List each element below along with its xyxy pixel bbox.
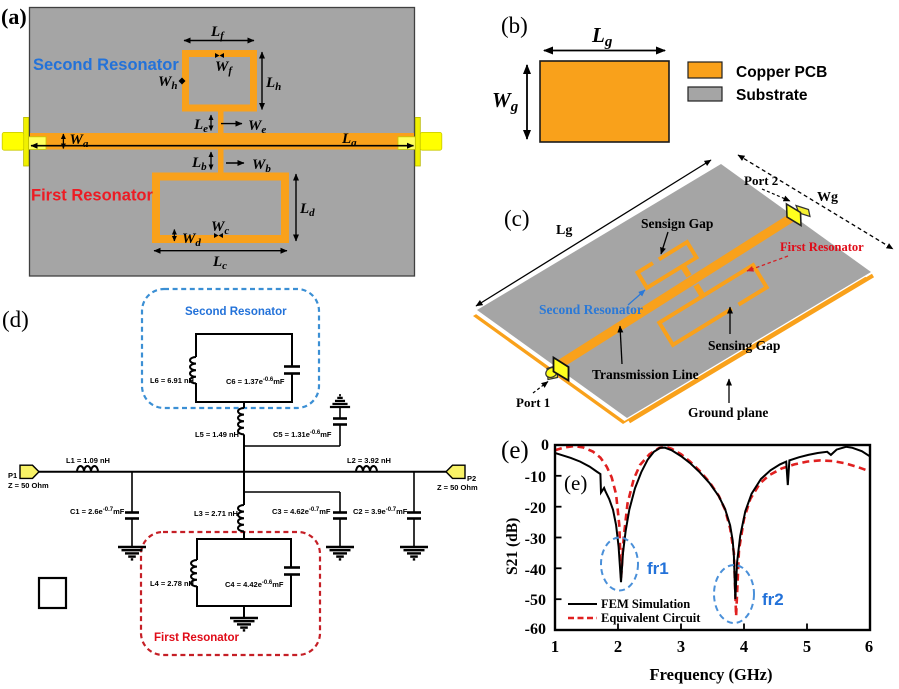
svg-text:-50: -50	[525, 592, 546, 609]
svg-text:Second Resonator: Second Resonator	[33, 56, 179, 74]
svg-text:3: 3	[677, 637, 685, 656]
svg-text:Second Resonator: Second Resonator	[539, 302, 643, 317]
svg-text:fr2: fr2	[762, 590, 784, 609]
svg-text:P2: P2	[467, 474, 476, 483]
svg-text:Ground plane: Ground plane	[688, 405, 768, 420]
svg-text:Wg: Wg	[817, 190, 838, 205]
svg-text:5: 5	[803, 637, 811, 656]
svg-text:L2 = 3.92 nH: L2 = 3.92 nH	[347, 456, 391, 465]
svg-text:-60: -60	[525, 621, 546, 638]
svg-text:Sensing Gap: Sensing Gap	[708, 338, 780, 353]
svg-text:C5 = 1.31e-0.6mF: C5 = 1.31e-0.6mF	[273, 430, 332, 439]
svg-text:C2 = 3.9e-0.7mF: C2 = 3.9e-0.7mF	[353, 507, 408, 516]
svg-text:S21 (dB): S21 (dB)	[504, 518, 521, 575]
svg-text:2: 2	[614, 637, 622, 656]
svg-text:C3 = 4.62e-0.7mF: C3 = 4.62e-0.7mF	[272, 507, 331, 516]
svg-text:Frequency (GHz): Frequency (GHz)	[650, 665, 773, 684]
svg-text:C4 = 4.42e-0.6mF: C4 = 4.42e-0.6mF	[225, 580, 284, 589]
svg-text:Transmission Line: Transmission Line	[592, 367, 699, 382]
svg-text:Z = 50 Ohm: Z = 50 Ohm	[8, 481, 49, 490]
svg-text:P1: P1	[8, 471, 17, 480]
svg-text:Second Resonator: Second Resonator	[185, 306, 287, 318]
svg-text:-30: -30	[525, 531, 546, 548]
svg-text:(b): (b)	[501, 13, 528, 38]
svg-text:C6 = 1.37e-0.6mF: C6 = 1.37e-0.6mF	[226, 377, 285, 386]
svg-text:First Resonator: First Resonator	[154, 632, 240, 644]
svg-text:-10: -10	[525, 469, 546, 486]
svg-text:L3 = 2.71 nH: L3 = 2.71 nH	[194, 509, 238, 518]
svg-text:Sensign Gap: Sensign Gap	[641, 216, 713, 231]
svg-text:Lg: Lg	[556, 223, 572, 238]
svg-text:(c): (c)	[504, 206, 530, 231]
svg-text:(e): (e)	[564, 471, 587, 495]
svg-text:Z = 50 Ohm: Z = 50 Ohm	[437, 483, 478, 492]
svg-text:Equivalent Circuit: Equivalent Circuit	[601, 611, 701, 625]
svg-text:L6 = 6.91 nH: L6 = 6.91 nH	[150, 376, 194, 385]
svg-text:Substrate: Substrate	[736, 87, 808, 104]
svg-text:L1 = 1.09 nH: L1 = 1.09 nH	[66, 456, 110, 465]
svg-text:fr1: fr1	[647, 559, 669, 578]
svg-text:4: 4	[740, 637, 748, 656]
svg-text:-20: -20	[525, 500, 546, 517]
svg-text:L5 = 1.49 nH: L5 = 1.49 nH	[195, 430, 239, 439]
svg-text:FEM Simulation: FEM Simulation	[601, 597, 690, 611]
svg-text:First Resonator: First Resonator	[31, 187, 154, 205]
svg-text:0: 0	[541, 437, 549, 454]
svg-text:First Resonator: First Resonator	[780, 240, 864, 254]
svg-text:6: 6	[865, 637, 873, 656]
svg-text:C1 = 2.6e-0.7mF: C1 = 2.6e-0.7mF	[70, 507, 125, 516]
svg-text:Port 1: Port 1	[516, 395, 550, 410]
svg-text:(e): (e)	[501, 437, 529, 464]
svg-text:1: 1	[551, 637, 559, 656]
svg-text:L4 = 2.78 nH: L4 = 2.78 nH	[150, 579, 194, 588]
svg-text:Wg: Wg	[492, 88, 519, 115]
svg-text:Lg: Lg	[591, 23, 613, 50]
svg-text:Copper PCB: Copper PCB	[736, 64, 827, 81]
svg-text:Port 2: Port 2	[744, 173, 778, 188]
svg-text:(d): (d)	[2, 307, 29, 332]
svg-text:(a): (a)	[1, 4, 27, 29]
svg-text:-40: -40	[525, 562, 546, 579]
